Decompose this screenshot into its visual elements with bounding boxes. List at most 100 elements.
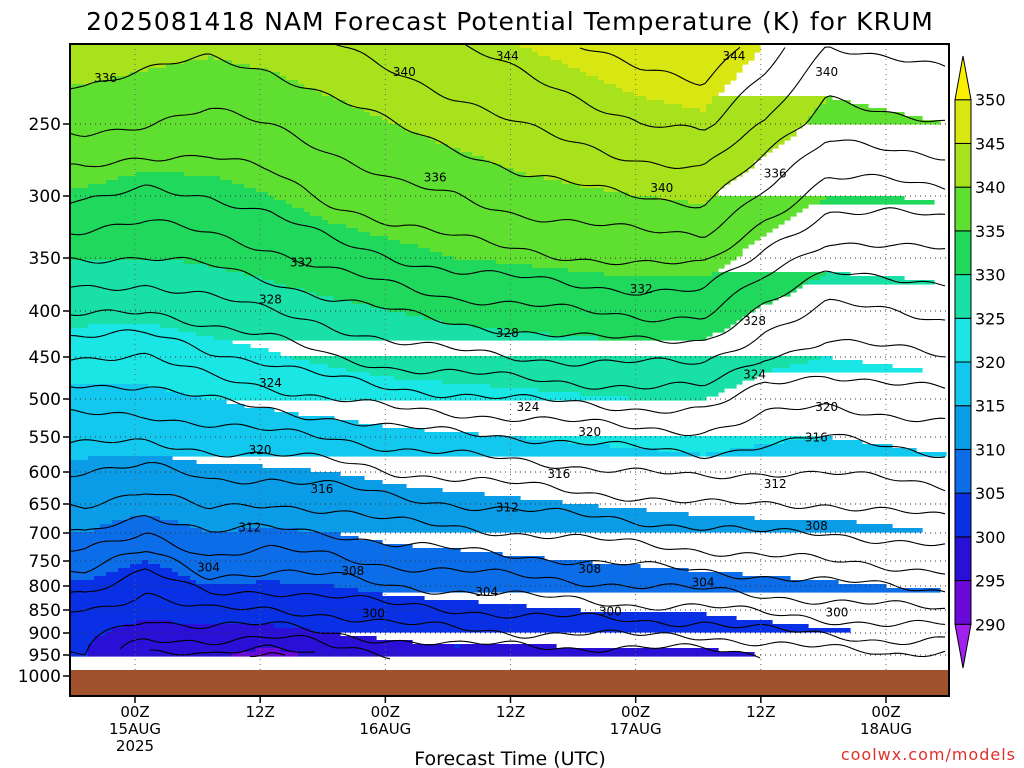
theta-contour-line: [149, 644, 316, 656]
x-tick-date: 16AUG: [359, 720, 411, 738]
contour-label: 344: [496, 49, 519, 63]
theta-fill-cell: [322, 216, 791, 221]
theta-fill-cell: [418, 132, 797, 137]
theta-fill-cell: [70, 604, 527, 609]
colorbar-label: 305: [975, 484, 1006, 503]
theta-fill-cell: [70, 388, 167, 393]
theta-fill-cell: [70, 556, 545, 561]
x-tick-hour: 00Z: [871, 703, 900, 721]
theta-fill-cell: [70, 68, 149, 73]
theta-fill-cell: [94, 576, 191, 581]
theta-contour-line: [70, 592, 946, 658]
colorbar-segment: [954, 99, 972, 144]
theta-fill-cell: [106, 572, 179, 577]
theta-fill-cell: [88, 184, 245, 189]
plot-frame: [69, 43, 950, 697]
svg-text:328: 328: [259, 292, 282, 306]
theta-fill-cell: [70, 52, 539, 57]
x-axis-title: Forecast Time (UTC): [414, 748, 605, 768]
svg-text:320: 320: [249, 443, 272, 457]
theta-fill-cell: [70, 412, 299, 417]
colorbar: 290 295 300 305 310 315 320 325 330 335 340 345 350: [954, 55, 1006, 669]
theta-fill-cell: [256, 648, 281, 653]
theta-fill-cell: [214, 336, 599, 341]
theta-fill-cell: [184, 172, 527, 177]
theta-fill-cell: [70, 336, 215, 341]
theta-fill-cell: [568, 440, 785, 445]
contour-label: 320: [578, 425, 601, 439]
contour-label: 328: [259, 292, 282, 306]
theta-fill-cell: [70, 636, 95, 641]
theta-fill-cell: [352, 300, 773, 305]
theta-fill-cell: [250, 64, 569, 69]
contour-label: 340: [650, 181, 673, 195]
theta-fill-cell: [196, 580, 257, 585]
theta-fill-cell: [292, 356, 821, 361]
theta-fill-cell: [124, 624, 275, 629]
x-tick-hour: 12Z: [746, 703, 775, 721]
theta-fill-cell: [256, 580, 281, 585]
svg-text:344: 344: [496, 49, 519, 63]
theta-fill-cell: [658, 196, 713, 201]
theta-fill-cell: [70, 288, 305, 293]
theta-fill-cell: [520, 44, 761, 49]
theta-contour-line: [249, 652, 286, 658]
theta-fill-cell: [70, 552, 503, 557]
theta-fill-cell: [70, 124, 401, 129]
theta-contour-line: [70, 154, 946, 266]
contour-label: 312: [764, 477, 787, 491]
theta-fill-cell: [70, 644, 89, 649]
theta-fill-cell: [568, 268, 719, 273]
theta-fill-cell: [88, 324, 161, 329]
theta-fill-cell: [172, 568, 689, 573]
theta-fill-cell: [316, 292, 791, 297]
svg-text:340: 340: [393, 65, 416, 79]
theta-fill-cell: [70, 268, 227, 273]
svg-text:308: 308: [341, 564, 364, 578]
theta-fill-cell: [442, 320, 737, 325]
colorbar-segment: [954, 274, 972, 319]
theta-fill-cell: [268, 192, 629, 197]
theta-fill-cell: [232, 180, 563, 185]
x-tick-date: 15AUG: [109, 720, 161, 738]
theta-fill-cell: [70, 128, 407, 133]
theta-fill-cell: [604, 188, 719, 193]
theta-fill-cell: [454, 644, 461, 649]
theta-fill-cell: [70, 440, 569, 445]
theta-fill-cell: [70, 256, 455, 261]
theta-fill-cell: [286, 76, 599, 81]
x-tick-date: 17AUG: [610, 720, 662, 738]
theta-fill-cell: [70, 84, 305, 89]
theta-fill-cell: [70, 572, 107, 577]
theta-fill-cell: [70, 312, 407, 317]
theta-contour-line: [462, 44, 786, 131]
contour-label: 340: [393, 65, 416, 79]
theta-fill-cell: [70, 320, 443, 325]
y-tick-label: 400: [29, 302, 61, 322]
theta-fill-cell: [70, 468, 311, 473]
svg-text:312: 312: [764, 477, 787, 491]
theta-fill-cell: [430, 248, 743, 253]
theta-fill-cell: [382, 116, 809, 121]
theta-fill-cell: [496, 260, 731, 265]
theta-fill-cell: [70, 272, 245, 277]
theta-fill-cell: [70, 392, 185, 397]
theta-fill-cell: [112, 520, 179, 525]
theta-fill-cell: [70, 164, 503, 169]
theta-fill-cell: [190, 524, 893, 529]
colorbar-segment: [954, 448, 972, 494]
theta-fill-cell: [814, 112, 905, 117]
theta-fill-cell: [370, 112, 815, 117]
colorbar-arrow-low: [954, 623, 972, 669]
theta-fill-cell: [70, 568, 119, 573]
theta-fill-cell: [754, 444, 893, 449]
theta-fill-cell: [826, 100, 851, 105]
theta-fill-cell: [358, 228, 773, 233]
theta-fill-cell: [70, 80, 95, 85]
theta-fill-cell: [70, 96, 335, 101]
theta-fill-cell: [70, 332, 197, 337]
theta-fill-cell: [394, 376, 755, 381]
svg-text:316: 316: [547, 467, 570, 481]
theta-fill-cell: [142, 560, 149, 565]
theta-fill-cell: [562, 60, 749, 65]
